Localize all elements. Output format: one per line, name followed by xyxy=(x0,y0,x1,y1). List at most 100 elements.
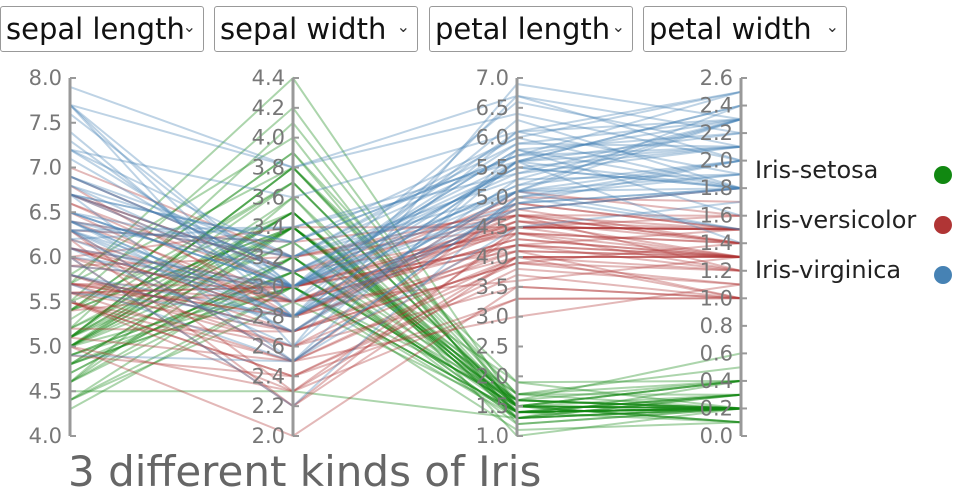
data-line-iris-virginica xyxy=(69,148,742,288)
tick-label: 3.0 xyxy=(476,305,509,329)
data-line-iris-versicolor xyxy=(69,220,742,259)
data-line-iris-setosa xyxy=(69,255,742,426)
data-line-iris-virginica xyxy=(69,160,742,303)
data-line-iris-setosa xyxy=(69,211,742,420)
data-line-iris-setosa xyxy=(69,240,742,414)
legend-label: Iris-virginica xyxy=(755,256,901,284)
data-line-iris-versicolor xyxy=(69,214,742,318)
data-line-iris-versicolor xyxy=(69,228,742,288)
data-line-iris-virginica xyxy=(69,190,742,318)
data-line-iris-virginica xyxy=(69,166,742,273)
axis-selector-sepal-width[interactable]: sepal width ⌄ xyxy=(214,6,418,52)
data-line-iris-virginica xyxy=(69,159,742,363)
data-line-iris-versicolor xyxy=(69,229,742,393)
data-line-iris-setosa xyxy=(69,255,742,410)
data-line-iris-versicolor xyxy=(69,214,742,244)
data-line-iris-setosa xyxy=(69,166,742,396)
data-line-iris-setosa xyxy=(69,285,742,432)
tick-label: 2.2 xyxy=(252,394,285,418)
tick-label: 5.5 xyxy=(29,290,62,314)
data-line-iris-versicolor xyxy=(69,297,742,393)
legend-swatch xyxy=(934,166,952,184)
data-line-iris-versicolor xyxy=(69,249,742,294)
data-line-iris-virginica xyxy=(69,173,742,363)
data-line-iris-virginica xyxy=(69,173,742,333)
data-line-iris-virginica xyxy=(69,104,742,232)
axis-selector-petal-width[interactable]: petal width ⌄ xyxy=(643,6,847,52)
data-line-iris-virginica xyxy=(69,90,742,244)
data-line-iris-virginica xyxy=(69,118,742,259)
tick-label: 3.0 xyxy=(252,275,285,299)
data-line-iris-virginica xyxy=(69,159,742,259)
tick-label: 3.8 xyxy=(252,156,285,180)
data-line-iris-versicolor xyxy=(69,193,742,288)
tick-label: 0.4 xyxy=(700,369,733,393)
tick-label: 1.0 xyxy=(700,286,733,310)
data-line-iris-versicolor xyxy=(69,297,742,378)
data-line-iris-versicolor xyxy=(69,256,741,363)
data-line-iris-setosa xyxy=(69,211,742,420)
data-line-iris-setosa xyxy=(69,226,742,414)
data-line-iris-virginica xyxy=(69,82,742,349)
data-line-iris-setosa xyxy=(69,225,742,414)
data-line-iris-versicolor xyxy=(69,232,742,348)
data-line-iris-versicolor xyxy=(69,193,742,273)
tick-label: 6.5 xyxy=(476,96,509,120)
tick-label: 2.4 xyxy=(700,94,733,118)
data-line-iris-virginica xyxy=(69,85,742,169)
data-line-iris-virginica xyxy=(69,187,742,288)
data-line-iris-virginica xyxy=(69,142,742,288)
tick-label: 0.2 xyxy=(700,396,733,420)
data-line-iris-virginica xyxy=(69,130,742,318)
data-line-iris-setosa xyxy=(69,166,742,408)
data-line-iris-virginica xyxy=(69,145,742,273)
data-line-iris-versicolor xyxy=(69,267,742,378)
tick-label: 2.4 xyxy=(252,364,285,388)
data-line-iris-setosa xyxy=(69,181,742,408)
data-line-iris-setosa xyxy=(69,285,742,410)
tick-label: 0.6 xyxy=(700,341,733,365)
data-line-iris-virginica xyxy=(69,166,742,288)
data-line-iris-versicolor xyxy=(69,238,742,303)
tick-label: 2.8 xyxy=(252,305,285,329)
data-line-iris-setosa xyxy=(69,166,742,410)
tick-label: 7.0 xyxy=(476,66,509,90)
data-line-iris-setosa xyxy=(69,270,742,424)
data-line-iris-virginica xyxy=(69,187,742,288)
tick-label: 5.5 xyxy=(476,156,509,180)
chevron-down-icon: ⌄ xyxy=(611,17,625,36)
data-line-iris-versicolor xyxy=(69,249,742,318)
data-line-iris-versicolor xyxy=(69,256,742,303)
data-line-iris-setosa xyxy=(69,211,742,414)
axis-selector-sepal-length[interactable]: sepal length ⌄ xyxy=(0,6,204,52)
data-line-iris-versicolor xyxy=(69,190,742,333)
data-line-iris-setosa xyxy=(69,106,742,414)
data-line-iris-versicolor xyxy=(69,226,742,408)
data-line-iris-setosa xyxy=(69,211,742,410)
data-line-iris-versicolor xyxy=(69,244,742,303)
data-line-iris-virginica xyxy=(69,94,742,319)
data-line-iris-virginica xyxy=(69,118,742,259)
axis-selector-petal-length[interactable]: petal length ⌄ xyxy=(429,6,633,52)
data-line-iris-versicolor xyxy=(69,175,742,273)
data-line-iris-setosa xyxy=(69,181,742,410)
data-line-iris-versicolor xyxy=(69,226,742,303)
axis-selector-label: petal length xyxy=(435,12,611,46)
data-line-iris-versicolor xyxy=(69,256,741,393)
data-line-iris-setosa xyxy=(69,255,742,420)
data-line-iris-setosa xyxy=(69,255,742,414)
tick-label: 4.0 xyxy=(29,424,62,448)
tick-label: 1.0 xyxy=(476,424,509,448)
tick-label: 2.2 xyxy=(700,121,733,145)
legend-swatch xyxy=(934,216,952,234)
data-line-iris-versicolor xyxy=(69,226,742,312)
data-line-iris-versicolor xyxy=(69,193,742,273)
chart-title: 3 different kinds of Iris xyxy=(68,447,541,496)
data-line-iris-versicolor xyxy=(69,261,742,333)
data-line-iris-versicolor xyxy=(69,244,742,333)
data-line-iris-versicolor xyxy=(69,184,742,318)
data-line-iris-virginica xyxy=(69,118,742,241)
data-line-iris-virginica xyxy=(69,159,742,318)
data-line-iris-setosa xyxy=(69,285,742,420)
